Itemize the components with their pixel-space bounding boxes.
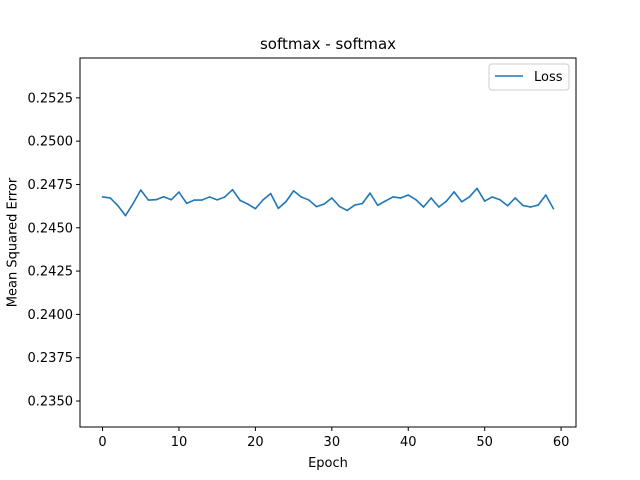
data-point [178, 191, 180, 193]
data-point [185, 202, 188, 205]
data-point [239, 199, 241, 202]
x-tick-label: 0 [98, 435, 106, 450]
data-point [376, 204, 379, 207]
data-point [529, 206, 532, 208]
data-point [193, 199, 196, 201]
data-point [155, 198, 157, 201]
data-point [162, 195, 165, 198]
data-point [476, 187, 478, 190]
x-tick-label: 60 [553, 435, 570, 450]
data-point [170, 198, 173, 201]
data-point [323, 203, 325, 205]
data-point [369, 192, 371, 194]
data-point [537, 204, 539, 206]
y-axis-label: Mean Squared Error [6, 177, 21, 307]
data-point [101, 196, 104, 198]
data-point [285, 200, 287, 203]
data-point [552, 207, 555, 210]
data-point [262, 199, 264, 201]
x-tick-label: 10 [171, 435, 188, 450]
legend-box [488, 63, 570, 91]
y-tick-label: 0.2375 [28, 351, 74, 366]
data-point [407, 194, 410, 196]
data-point [124, 214, 127, 217]
data-point [224, 196, 226, 198]
data-point [545, 194, 547, 196]
data-point [254, 207, 257, 210]
data-point [384, 200, 387, 202]
data-point [308, 199, 310, 201]
data-point [338, 205, 341, 208]
data-point [353, 204, 356, 206]
y-tick-label: 0.2425 [28, 265, 74, 280]
data-point [506, 204, 509, 207]
y-tick-label: 0.2350 [28, 395, 74, 410]
y-tick-label: 0.2525 [28, 91, 74, 106]
data-point [269, 192, 272, 195]
data-point [139, 189, 142, 191]
data-point [422, 206, 425, 208]
x-axis: 0 10 20 30 40 50 60 [98, 427, 569, 450]
data-point [491, 196, 494, 198]
series-line-loss [102, 187, 555, 217]
chart-title: softmax - softmax [260, 35, 396, 53]
data-point [468, 196, 471, 198]
data-point [499, 198, 501, 201]
data-point [231, 188, 234, 191]
legend: Loss [488, 63, 570, 91]
data-point [246, 203, 249, 205]
data-point [315, 205, 318, 208]
data-point [392, 196, 394, 198]
x-axis-label: Epoch [308, 456, 348, 471]
data-point [147, 199, 150, 201]
y-tick-label: 0.2500 [28, 135, 74, 150]
data-point [415, 198, 417, 201]
data-point [346, 209, 348, 212]
data-point [445, 200, 448, 202]
data-point [399, 197, 402, 199]
x-tick-label: 20 [247, 435, 264, 450]
data-point [132, 202, 134, 205]
data-point [522, 204, 524, 207]
legend-label-loss: Loss [534, 70, 563, 85]
data-point [300, 196, 303, 198]
data-point [514, 197, 517, 199]
data-point [453, 191, 455, 193]
x-tick-label: 50 [476, 435, 493, 450]
data-point [277, 207, 280, 210]
data-point [292, 190, 295, 192]
y-axis: 0.2350 0.2375 0.2400 0.2425 0.2450 0.2475 0.25… [28, 91, 80, 410]
plot-frame [79, 57, 577, 428]
y-tick-label: 0.2475 [28, 178, 74, 193]
data-point [483, 200, 486, 202]
data-point [438, 206, 440, 208]
data-point [361, 202, 364, 205]
data-point [117, 204, 119, 207]
data-point [460, 200, 463, 203]
x-tick-label: 30 [324, 435, 341, 450]
data-point [430, 197, 432, 199]
y-tick-label: 0.2450 [28, 221, 74, 236]
series-points [101, 187, 555, 217]
data-point [109, 197, 111, 199]
data-point [331, 197, 333, 199]
data-point [216, 199, 218, 201]
data-point [208, 196, 211, 198]
x-tick-label: 40 [400, 435, 417, 450]
plot-area [80, 58, 576, 427]
data-point [201, 199, 203, 201]
y-tick-label: 0.2400 [28, 308, 74, 323]
